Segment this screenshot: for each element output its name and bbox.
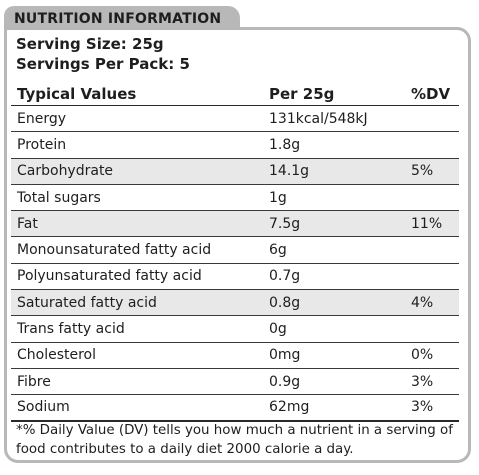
nutrition-table: Typical Values Per 25g %DV Energy 131kca…	[11, 82, 459, 422]
column-header-typical-values: Typical Values	[17, 84, 137, 103]
daily-value-footnote: *% Daily Value (DV) tells you how much a…	[16, 423, 453, 457]
servings-per-pack: Servings Per Pack: 5	[16, 55, 190, 73]
table-row: Carbohydrate 14.1g 5%	[11, 158, 459, 185]
nutrient-name: Energy	[17, 110, 67, 127]
nutrient-name: Trans fatty acid	[17, 321, 125, 338]
table-row: Sodium 62mg 3%	[11, 395, 459, 422]
nutrient-name: Polyunsaturated fatty acid	[17, 268, 202, 285]
nutrient-amount: 0g	[269, 321, 287, 338]
nutrient-amount: 131kcal/548kJ	[269, 110, 368, 127]
table-row: Energy 131kcal/548kJ	[11, 106, 459, 133]
table-row: Saturated fatty acid 0.8g 4%	[11, 290, 459, 317]
nutrient-name: Carbohydrate	[17, 163, 114, 180]
table-header-row: Typical Values Per 25g %DV	[11, 82, 459, 106]
nutrient-amount: 62mg	[269, 399, 310, 416]
nutrient-name: Fat	[17, 215, 38, 232]
nutrient-dv: 11%	[411, 215, 443, 232]
table-row: Total sugars 1g	[11, 185, 459, 212]
nutrient-amount: 0.9g	[269, 373, 301, 390]
nutrient-name: Sodium	[17, 399, 70, 416]
table-row: Fibre 0.9g 3%	[11, 369, 459, 396]
table-row: Polyunsaturated fatty acid 0.7g	[11, 264, 459, 291]
nutrient-name: Cholesterol	[17, 347, 97, 364]
table-row: Cholesterol 0mg 0%	[11, 343, 459, 369]
nutrient-amount: 1g	[269, 189, 287, 206]
nutrient-amount: 0.8g	[269, 294, 301, 311]
table-row: Trans fatty acid 0g	[11, 316, 459, 343]
table-row: Monounsaturated fatty acid 6g	[11, 237, 459, 264]
nutrient-amount: 0.7g	[269, 268, 301, 285]
nutrient-amount: 1.8g	[269, 136, 301, 153]
nutrient-dv: 5%	[411, 163, 434, 180]
label-panel	[4, 27, 471, 463]
nutrient-name: Saturated fatty acid	[17, 294, 157, 311]
nutrient-name: Protein	[17, 136, 67, 153]
nutrient-dv: 4%	[411, 294, 434, 311]
nutrient-dv: 3%	[411, 399, 434, 416]
nutrient-amount: 6g	[269, 242, 287, 259]
nutrient-amount: 14.1g	[269, 163, 310, 180]
table-row: Protein 1.8g	[11, 132, 459, 159]
nutrient-amount: 7.5g	[269, 215, 301, 232]
column-header-dv: %DV	[411, 84, 451, 103]
column-header-per-serving: Per 25g	[269, 84, 335, 103]
nutrient-dv: 0%	[411, 347, 434, 364]
nutrient-dv: 3%	[411, 373, 434, 390]
label-title: NUTRITION INFORMATION	[14, 11, 222, 27]
nutrient-name: Fibre	[17, 373, 51, 390]
serving-size: Serving Size: 25g	[16, 35, 164, 53]
nutrient-name: Monounsaturated fatty acid	[17, 242, 212, 259]
nutrient-name: Total sugars	[17, 189, 101, 206]
table-row: Fat 7.5g 11%	[11, 211, 459, 238]
nutrient-amount: 0mg	[269, 347, 301, 364]
